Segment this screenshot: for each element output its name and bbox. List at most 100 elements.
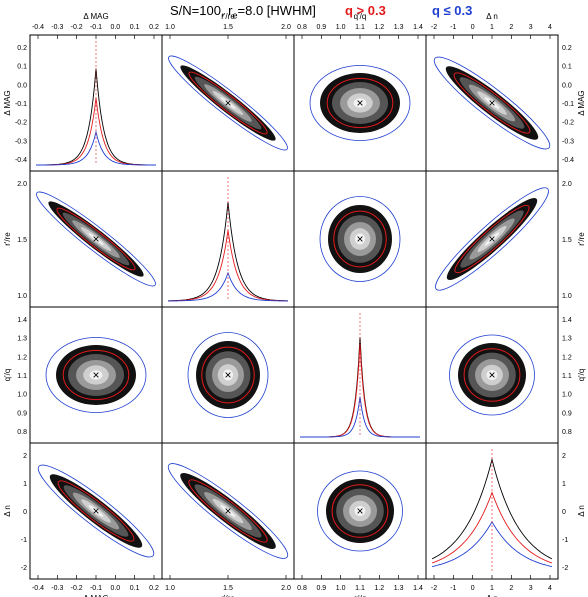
right-tick-label: -0.1 bbox=[562, 101, 574, 108]
right-tick-label: 1.3 bbox=[562, 336, 572, 343]
figure-title: S/N=100, re=8.0 [HWHM] q > 0.3 q ≤ 0.3 bbox=[0, 3, 588, 23]
true-value-marker: × bbox=[92, 232, 99, 246]
contour-blob bbox=[88, 505, 104, 517]
right-tick-label: -0.2 bbox=[562, 120, 574, 127]
right-tick-label: 1 bbox=[562, 481, 566, 488]
top-axis-label: Δ MAG bbox=[83, 12, 108, 21]
left-tick-label: 1.2 bbox=[17, 354, 27, 361]
histogram-blue bbox=[168, 271, 288, 302]
contour-blob bbox=[220, 504, 236, 518]
contour-blob bbox=[45, 337, 147, 413]
contour-blob bbox=[486, 369, 498, 381]
legend-red-label: q > 0.3 bbox=[345, 3, 386, 18]
true-value-marker: × bbox=[356, 96, 363, 110]
histogram-blue bbox=[431, 520, 553, 568]
true-value-marker: × bbox=[488, 96, 495, 110]
left-tick-label: 2.0 bbox=[17, 181, 27, 188]
contour-blob bbox=[56, 207, 136, 271]
contour-blob bbox=[484, 97, 500, 109]
bottom-tick-label: 0.2 bbox=[149, 585, 159, 592]
true-value-marker: × bbox=[356, 232, 363, 246]
histogram-all bbox=[431, 457, 553, 560]
right-tick-label: -1 bbox=[562, 537, 568, 544]
right-tick-label: -0.3 bbox=[562, 138, 574, 145]
contour-blob bbox=[36, 191, 156, 287]
bottom-axis-label: Δ MAG bbox=[83, 594, 108, 597]
right-tick-label: 0 bbox=[562, 509, 566, 516]
left-tick-label: 1 bbox=[23, 481, 27, 488]
right-tick-label: 0.9 bbox=[562, 410, 572, 417]
contour-blob bbox=[201, 346, 255, 404]
top-tick-label: -0.1 bbox=[90, 24, 102, 31]
contour-blob bbox=[326, 77, 394, 129]
bottom-tick-label: 1.5 bbox=[223, 585, 233, 592]
true-value-marker: × bbox=[488, 232, 495, 246]
contour-blob bbox=[453, 72, 531, 134]
contour-blob bbox=[484, 232, 500, 246]
contour-blob bbox=[167, 463, 289, 559]
left-tick-label: 1.4 bbox=[17, 317, 27, 324]
right-tick-label: 1.0 bbox=[562, 392, 572, 399]
top-tick-label: 2.0 bbox=[281, 24, 291, 31]
left-tick-label: -0.4 bbox=[15, 157, 27, 164]
contour-blob bbox=[333, 210, 387, 268]
left-tick-label: 0.1 bbox=[17, 64, 27, 71]
contour-blob bbox=[309, 65, 411, 141]
left-axis-label: Δ MAG bbox=[3, 90, 12, 115]
bottom-tick-label: -0.1 bbox=[90, 585, 102, 592]
top-tick-label: -0.4 bbox=[32, 24, 44, 31]
left-tick-label: -1 bbox=[21, 537, 27, 544]
contour-blob bbox=[188, 71, 268, 135]
right-tick-label: 1.4 bbox=[562, 317, 572, 324]
bottom-axis-label: q'/q bbox=[354, 594, 367, 597]
right-tick-label: 0.0 bbox=[562, 82, 572, 89]
top-tick-label: -0.2 bbox=[71, 24, 83, 31]
bottom-tick-label: -0.4 bbox=[32, 585, 44, 592]
top-tick-label: 0.1 bbox=[130, 24, 140, 31]
left-tick-label: 2 bbox=[23, 453, 27, 460]
contour-blob bbox=[220, 96, 236, 110]
true-value-marker: × bbox=[224, 504, 231, 518]
true-value-marker: × bbox=[488, 368, 495, 382]
bottom-tick-label: -0.3 bbox=[51, 585, 63, 592]
left-tick-label: 1.3 bbox=[17, 336, 27, 343]
histogram-blue bbox=[36, 130, 156, 166]
bottom-tick-label: -0.2 bbox=[71, 585, 83, 592]
legend-blue-label: q ≤ 0.3 bbox=[432, 3, 473, 18]
bottom-tick-label: 0 bbox=[471, 585, 475, 592]
top-tick-label: 3 bbox=[529, 24, 533, 31]
histogram-red bbox=[431, 491, 553, 564]
right-tick-label: 1.5 bbox=[562, 237, 572, 244]
left-tick-label: -2 bbox=[21, 565, 27, 572]
top-tick-label: 1.0 bbox=[336, 24, 346, 31]
contour-blob bbox=[89, 370, 103, 380]
top-tick-label: 1.5 bbox=[223, 24, 233, 31]
right-axis-label: r'/re bbox=[577, 232, 586, 246]
right-tick-label: 1.1 bbox=[562, 373, 572, 380]
bottom-tick-label: 0.8 bbox=[297, 585, 307, 592]
left-tick-label: -0.1 bbox=[15, 101, 27, 108]
top-tick-label: 4 bbox=[548, 24, 552, 31]
bottom-tick-label: 2.0 bbox=[281, 585, 291, 592]
true-value-marker: × bbox=[224, 368, 231, 382]
contour-blob bbox=[188, 479, 268, 543]
true-value-marker: × bbox=[356, 504, 363, 518]
bottom-tick-label: 0.0 bbox=[110, 585, 120, 592]
bottom-tick-label: 1.2 bbox=[374, 585, 384, 592]
bottom-tick-label: 1.4 bbox=[413, 585, 423, 592]
top-axis-label: q'/q bbox=[354, 12, 367, 21]
top-tick-label: 0.9 bbox=[316, 24, 326, 31]
contour-blob bbox=[449, 334, 535, 416]
top-tick-label: 1.0 bbox=[165, 24, 175, 31]
contour-blob bbox=[317, 470, 403, 552]
top-tick-label: 1 bbox=[490, 24, 494, 31]
bottom-axis-label: r'/re bbox=[221, 594, 235, 597]
right-tick-label: 2.0 bbox=[562, 181, 572, 188]
left-tick-label: 0.8 bbox=[17, 429, 27, 436]
top-axis-label: Δ n bbox=[486, 12, 498, 21]
contour-blob bbox=[168, 55, 288, 151]
left-axis-label: r'/re bbox=[3, 232, 12, 246]
contour-blob bbox=[88, 232, 104, 246]
top-tick-label: 0.2 bbox=[149, 24, 159, 31]
right-axis-label: Δ n bbox=[577, 505, 586, 517]
